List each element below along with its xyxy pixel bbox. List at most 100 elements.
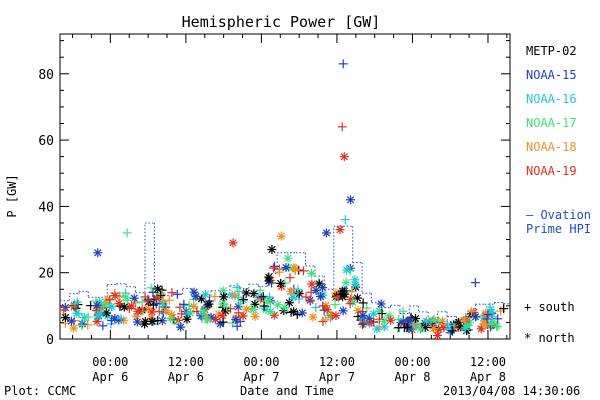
data-point	[67, 316, 77, 326]
data-point	[322, 305, 332, 315]
x-tick-time: 00:00	[92, 355, 128, 369]
data-point	[157, 297, 167, 307]
data-point	[114, 315, 124, 325]
x-tick-time: 00:00	[394, 355, 430, 369]
data-point	[308, 312, 318, 322]
data-point	[60, 313, 70, 323]
chart-title: Hemispheric Power [GW]	[182, 13, 381, 31]
footer-plot-credit: Plot: CCMC	[4, 384, 76, 398]
data-point	[338, 306, 348, 316]
data-point	[258, 303, 268, 313]
data-point-highlight	[346, 195, 356, 205]
data-point	[299, 266, 309, 276]
data-point	[127, 301, 137, 311]
data-point	[152, 293, 162, 303]
data-point	[358, 298, 368, 308]
data-point	[129, 293, 139, 303]
data-point	[219, 292, 229, 302]
data-point	[394, 314, 404, 324]
data-point	[341, 278, 351, 288]
data-point	[286, 286, 296, 296]
data-point	[101, 308, 111, 318]
data-point	[179, 299, 189, 309]
data-point	[404, 316, 414, 326]
x-tick-date: Apr 8	[394, 370, 430, 384]
data-point	[250, 311, 260, 321]
data-point	[258, 291, 268, 301]
data-point	[218, 317, 228, 327]
x-tick-date: Apr 8	[470, 370, 506, 384]
data-point	[466, 307, 476, 317]
data-point	[110, 291, 120, 301]
data-point-highlight	[340, 215, 350, 225]
data-point	[305, 296, 315, 306]
y-tick-label: 20	[38, 267, 54, 282]
data-point	[167, 288, 177, 298]
data-point	[70, 299, 80, 309]
data-point	[191, 291, 201, 301]
legend-entry: NOAA-16	[526, 92, 577, 106]
data-point	[317, 283, 327, 293]
data-point	[232, 283, 242, 293]
data-point	[77, 320, 87, 330]
data-point	[499, 304, 509, 314]
data-point	[493, 314, 503, 324]
legend-entry: METP-02	[526, 44, 577, 58]
data-point	[189, 301, 199, 311]
data-point	[153, 316, 163, 326]
legend-entry: NOAA-17	[526, 116, 577, 130]
data-point	[274, 267, 284, 277]
x-tick-date: Apr 7	[319, 370, 355, 384]
data-point	[331, 311, 341, 321]
data-point	[210, 292, 220, 302]
data-point	[483, 309, 493, 319]
data-point	[429, 324, 439, 334]
x-axis-label: Date and Time	[240, 384, 334, 398]
data-point	[283, 253, 293, 263]
data-point	[280, 303, 290, 313]
data-point-highlight	[337, 122, 347, 132]
data-point	[357, 319, 367, 329]
data-point	[242, 304, 252, 314]
data-point	[92, 316, 102, 326]
data-point	[377, 309, 387, 319]
ovation-label-line2: Prime HPI	[526, 222, 591, 236]
data-point	[273, 300, 283, 310]
data-point	[69, 323, 79, 333]
data-point	[98, 301, 108, 311]
data-point	[133, 306, 143, 316]
data-point	[177, 309, 187, 319]
y-tick-label: 60	[38, 134, 54, 149]
data-point	[447, 326, 457, 336]
data-point	[266, 307, 276, 317]
data-point	[154, 306, 164, 316]
data-point	[386, 315, 396, 325]
data-point	[330, 300, 340, 310]
data-point	[256, 293, 266, 303]
data-point	[153, 284, 163, 294]
data-point	[376, 299, 386, 309]
y-tick-label: 80	[38, 68, 54, 83]
data-point-highlight	[470, 278, 480, 288]
data-point	[286, 307, 296, 317]
data-point	[290, 264, 300, 274]
data-point	[92, 300, 102, 310]
x-tick-time: 00:00	[243, 355, 279, 369]
data-point	[402, 322, 412, 332]
x-tick-time: 12:00	[470, 355, 506, 369]
data-point	[487, 318, 497, 328]
data-point-highlight	[338, 59, 348, 69]
data-point	[326, 310, 336, 320]
data-point	[404, 324, 414, 334]
data-point	[481, 308, 491, 318]
data-point	[352, 293, 362, 303]
data-point	[200, 289, 210, 299]
data-point	[221, 306, 231, 316]
data-point	[167, 310, 177, 320]
data-point	[231, 315, 241, 325]
legend-entry: NOAA-19	[526, 164, 577, 178]
data-point	[161, 306, 171, 316]
data-points	[59, 59, 509, 341]
data-point	[485, 302, 495, 312]
x-tick-time: 12:00	[319, 355, 355, 369]
